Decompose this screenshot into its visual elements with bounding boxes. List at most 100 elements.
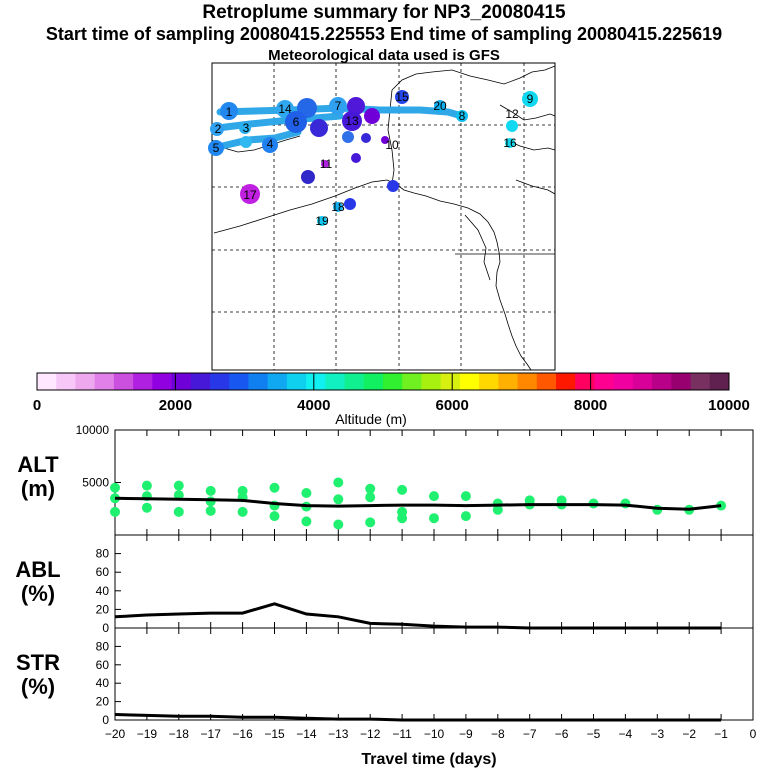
x-tick-label: −13: [328, 727, 349, 741]
x-tick-label: −14: [296, 727, 317, 741]
map-marker-label: 1: [226, 105, 233, 119]
y-tick-label: 60: [96, 658, 110, 672]
x-tick-label: −7: [523, 727, 537, 741]
map-marker-label: 9: [527, 92, 534, 106]
altitude-scatter-point: [173, 480, 184, 491]
map-marker-label: 11: [320, 157, 333, 171]
panel-ylabel: ALT (m): [17, 452, 59, 501]
colorbar-swatch: [613, 373, 634, 390]
x-tick-label: −19: [137, 727, 158, 741]
y-tick-label: 40: [96, 584, 110, 598]
y-tick-label: 40: [96, 676, 110, 690]
colorbar-tick-label: 2000: [159, 397, 192, 414]
trajectory-path-mid: [214, 112, 344, 132]
map-marker-label: 6: [293, 115, 300, 129]
map-marker-label: 20: [433, 99, 447, 113]
colorbar-swatch: [152, 373, 173, 390]
colorbar-tick-label: 8000: [574, 397, 607, 414]
y-tick-label: 0: [102, 713, 109, 727]
trajectory-path-south: [210, 128, 302, 152]
colorbar-swatch: [190, 373, 211, 390]
altitude-scatter-point: [460, 491, 471, 502]
colorbar-swatch: [113, 373, 134, 390]
x-tick-label: −15: [264, 727, 285, 741]
colorbar-swatch: [94, 373, 115, 390]
y-tick-label: 80: [96, 639, 110, 653]
map-marker-label: 7: [335, 99, 342, 113]
colorbar-swatch: [498, 373, 519, 390]
altitude-scatter-point: [110, 482, 120, 493]
colorbar-swatch: [286, 373, 307, 390]
altitude-scatter-point: [110, 506, 120, 517]
altitude-colorbar: 0 2000 4000 6000 8000 10000: [33, 372, 750, 414]
map-marker-label: 2: [215, 122, 222, 136]
panel-alt: 5000 10000 ALT (m): [17, 423, 754, 536]
altitude-scatter-point: [269, 482, 280, 493]
x-tick-label: −5: [587, 727, 601, 741]
meteorological-data-label: Meteorological data used is GFS: [268, 47, 500, 64]
panel-ylabel-line: STR: [16, 650, 60, 675]
altitude-scatter-point: [333, 494, 344, 505]
x-tick-label: −12: [360, 727, 381, 741]
x-tick-label: −18: [169, 727, 190, 741]
altitude-scatter-point: [173, 490, 184, 501]
x-tick-label: 0: [750, 727, 757, 741]
x-axis-label: Travel time (days): [361, 751, 496, 768]
colorbar-swatch: [306, 373, 326, 390]
x-tick-label: −6: [555, 727, 569, 741]
colorbar-swatch: [690, 373, 711, 390]
x-tick-label: −8: [491, 727, 505, 741]
colorbar-frame: [36, 372, 730, 391]
altitude-scatter-point: [205, 505, 216, 516]
alt-median-line: [114, 496, 722, 511]
altitude-scatter-point: [205, 485, 216, 496]
colorbar-swatch: [267, 373, 288, 390]
altitude-scatter-point: [429, 513, 439, 524]
map-marker-label: 17: [243, 188, 257, 202]
colorbar-swatch: [133, 373, 153, 390]
altitude-scatter-point: [301, 516, 312, 527]
altitude-scatter-point: [333, 519, 344, 530]
map-marker-label: 10: [385, 138, 399, 152]
colorbar-tick-label: 4000: [297, 397, 330, 414]
colorbar-tick-label: 10000: [708, 397, 750, 414]
colorbar-axis-label: Altitude (m): [335, 411, 407, 427]
colorbar-swatch: [363, 373, 384, 390]
colorbar-tick-label: 6000: [436, 397, 469, 414]
altitude-scatter-point: [397, 484, 408, 495]
colorbar-swatch: [75, 373, 96, 390]
colorbar-swatch: [383, 373, 403, 390]
altitude-scatter-point: [365, 492, 376, 503]
altitude-scatter-point: [205, 496, 216, 507]
panel-ylabel-line: ABL: [15, 557, 60, 582]
x-tick-label: −4: [619, 727, 633, 741]
x-tick-label: −3: [650, 727, 664, 741]
map-marker-label: 5: [213, 141, 220, 155]
colorbar-swatch: [517, 373, 538, 390]
panel-ylabel-line: (%): [21, 581, 55, 606]
y-tick-label: 60: [96, 565, 110, 579]
x-tick-label: −17: [201, 727, 222, 741]
altitude-scatter-point: [301, 488, 312, 498]
altitude-scatter-point: [620, 498, 631, 509]
y-tick-label: 5000: [82, 476, 109, 490]
altitude-scatter-point: [429, 491, 439, 502]
chart-title: Retroplume summary for NP3_20080415: [202, 2, 566, 23]
colorbar-swatch: [421, 373, 442, 390]
map-marker-label: 3: [243, 121, 250, 135]
colorbar-swatch: [37, 373, 57, 390]
panel-ylabel: STR (%): [16, 650, 60, 699]
colorbar-swatch: [171, 373, 192, 390]
colorbar-swatch: [325, 373, 346, 390]
colorbar-swatch: [594, 373, 615, 390]
colorbar-swatch: [440, 373, 461, 390]
colorbar-swatch: [536, 373, 557, 390]
colorbar-swatch: [479, 373, 499, 390]
altitude-scatter-point: [110, 493, 120, 504]
altitude-scatter-point: [333, 477, 344, 488]
colorbar-swatch: [556, 373, 576, 390]
altitude-scatter-point: [365, 483, 376, 494]
